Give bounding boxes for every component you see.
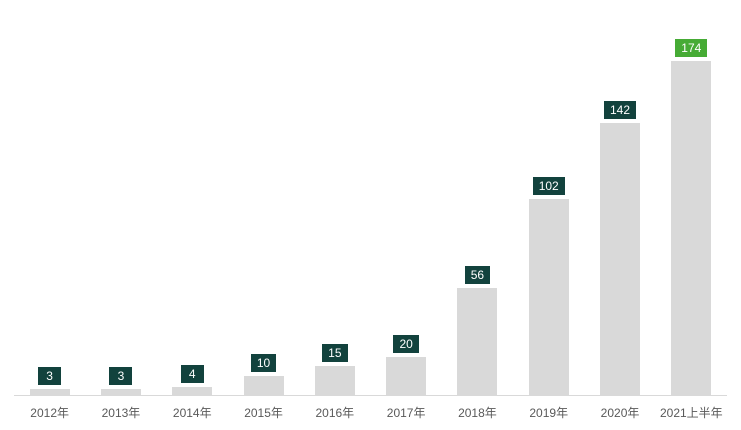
value-badge: 20 <box>393 335 419 353</box>
value-badge-highlight: 174 <box>675 39 708 57</box>
bar-group: 3 <box>85 367 156 395</box>
value-badge: 10 <box>250 354 277 372</box>
bar-group: 20 <box>370 335 441 395</box>
x-tick-label: 2013年 <box>101 406 141 420</box>
value-badge: 3 <box>38 367 62 385</box>
bar <box>29 389 70 395</box>
x-axis: 2012年 2013年 2014年 2015年 2016年 2017年 2018年 2019年… <box>14 404 727 421</box>
bar <box>457 288 498 395</box>
value-badge: 56 <box>464 266 491 284</box>
value-badge: 15 <box>322 344 348 362</box>
x-tick-label: 2020年 <box>600 406 640 420</box>
x-tick-label: 2015年 <box>244 406 283 420</box>
value-badge: 142 <box>604 101 637 119</box>
x-tick-label: 2012年 <box>30 406 69 420</box>
bar-group: 56 <box>442 266 513 395</box>
bar-group: 174 <box>656 39 727 395</box>
value-badge: 3 <box>109 367 133 385</box>
bar <box>243 376 284 395</box>
x-tick-label: 2018年 <box>458 406 497 420</box>
bar-group: 142 <box>584 101 655 395</box>
bar <box>528 199 569 395</box>
bar-group: 3 <box>14 367 85 395</box>
bar <box>671 61 712 395</box>
bar <box>100 389 141 395</box>
bar-group: 102 <box>513 177 584 395</box>
bar <box>172 387 213 395</box>
bar-group: 10 <box>228 354 299 395</box>
x-tick-label: 2014年 <box>172 406 212 420</box>
x-tick-label: 2017年 <box>386 406 426 420</box>
value-badge: 102 <box>532 177 565 195</box>
x-tick-label: 2021上半年 <box>659 406 723 420</box>
bar-group: 15 <box>299 344 370 395</box>
bar <box>314 366 355 395</box>
plot-area: 3 3 4 10 15 20 56 102 142 174 <box>14 0 727 396</box>
bar <box>600 123 641 395</box>
bar-group: 4 <box>157 365 228 395</box>
x-tick-label: 2019年 <box>529 406 569 420</box>
x-tick-label: 2016年 <box>315 406 355 420</box>
value-badge: 4 <box>180 365 204 383</box>
bar <box>386 357 427 395</box>
